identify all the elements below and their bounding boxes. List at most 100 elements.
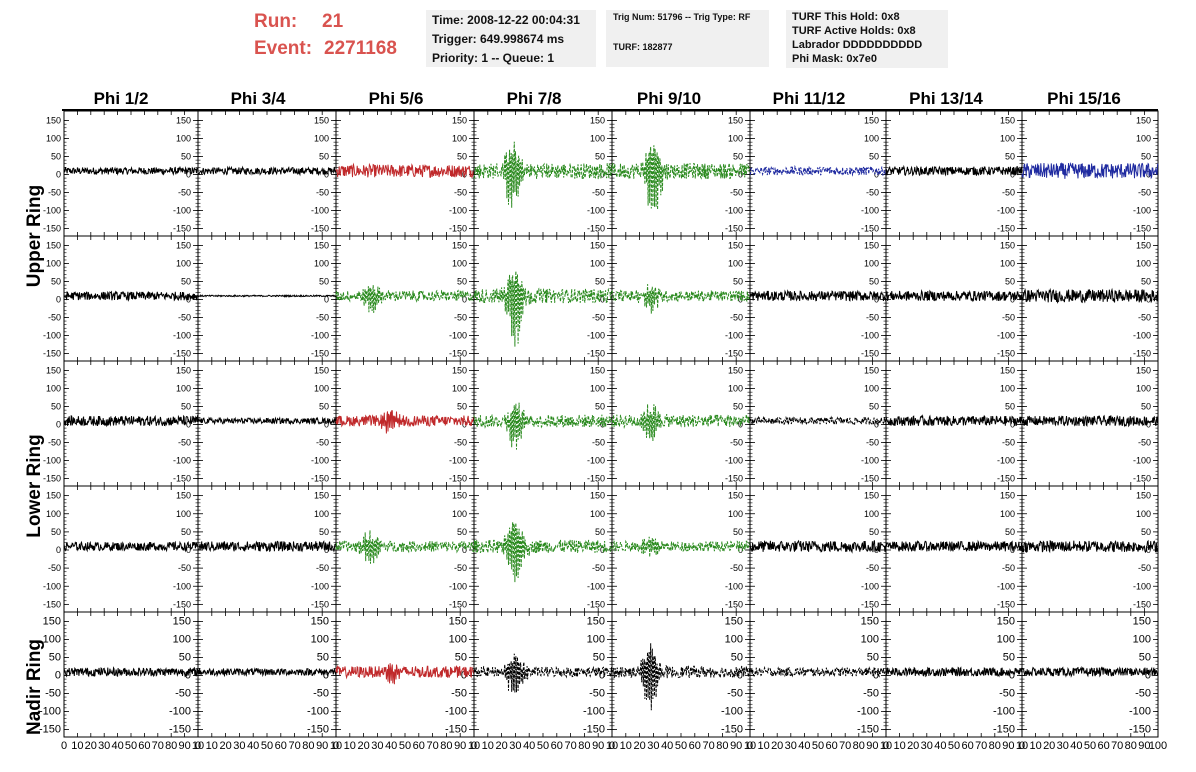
y-tick-label: 150 xyxy=(864,366,879,376)
y-tick-label: -50 xyxy=(1138,312,1151,322)
y-tick-label: 100 xyxy=(46,509,61,519)
y-tick-label: 100 xyxy=(864,134,879,144)
y-tick-label: 100 xyxy=(590,384,605,394)
y-tick-label: 50 xyxy=(595,527,605,537)
x-tick-label: 80 xyxy=(1125,740,1137,752)
y-tick-label: -50 xyxy=(454,563,467,573)
waveform-trace xyxy=(749,289,887,302)
y-tick-label: 100 xyxy=(590,259,605,269)
x-tick-label: 30 xyxy=(785,740,797,752)
y-tick-label: 50 xyxy=(181,152,191,162)
y-tick-label: -100 xyxy=(1133,330,1151,340)
x-tick-label: 10 xyxy=(1029,740,1041,752)
waveform-trace xyxy=(885,164,1023,177)
y-tick-label: -150 xyxy=(997,473,1015,483)
x-tick-label: 100 xyxy=(1149,740,1167,752)
y-tick-label: -50 xyxy=(48,563,61,573)
y-tick-label: 50 xyxy=(319,277,329,287)
y-tick-label: -100 xyxy=(1129,705,1151,717)
run-value: 21 xyxy=(322,11,344,32)
x-tick-label: 80 xyxy=(165,740,177,752)
y-tick-label: -100 xyxy=(861,581,879,591)
y-tick-label: 0 xyxy=(56,420,61,430)
y-tick-label: 150 xyxy=(864,491,879,501)
y-tick-label: -150 xyxy=(725,223,743,233)
y-tick-label: -100 xyxy=(173,581,191,591)
y-tick-label: -150 xyxy=(857,723,879,735)
y-tick-label: 50 xyxy=(869,277,879,287)
y-tick-label: -150 xyxy=(311,473,329,483)
y-tick-label: 150 xyxy=(449,616,467,628)
y-tick-label: 150 xyxy=(43,616,61,628)
waveform-trace xyxy=(885,539,1023,553)
x-tick-label: 90 xyxy=(1002,740,1014,752)
y-tick-label: 50 xyxy=(457,277,467,287)
panel-frame xyxy=(63,110,199,237)
x-tick-label: 20 xyxy=(907,740,919,752)
y-tick-label: 50 xyxy=(1139,652,1151,664)
waveform-trace xyxy=(197,293,337,298)
y-tick-label: -50 xyxy=(592,187,605,197)
y-tick-label: 0 xyxy=(599,670,605,682)
x-tick-label: 70 xyxy=(426,740,438,752)
y-tick-label: 0 xyxy=(324,295,329,305)
y-tick-label: -100 xyxy=(311,330,329,340)
y-tick-label: 50 xyxy=(1141,152,1151,162)
y-tick-label: 50 xyxy=(51,152,61,162)
phi-column-label-4: Phi 7/8 xyxy=(507,89,562,108)
y-tick-label: 0 xyxy=(738,545,743,555)
x-tick-label: 50 xyxy=(812,740,824,752)
y-tick-label: -50 xyxy=(1135,687,1151,699)
x-tick-label: 10 xyxy=(330,740,342,752)
waveform-trace xyxy=(63,540,199,553)
x-tick-label: 30 xyxy=(98,740,110,752)
y-tick-label: -150 xyxy=(173,599,191,609)
y-tick-label: 150 xyxy=(1136,366,1151,376)
y-tick-label: 50 xyxy=(319,402,329,412)
y-tick-label: 150 xyxy=(46,491,61,501)
waveform-trace xyxy=(1021,665,1159,678)
y-tick-label: 150 xyxy=(590,491,605,501)
y-tick-label: 50 xyxy=(733,277,743,287)
y-tick-label: -50 xyxy=(730,312,743,322)
y-tick-label: -100 xyxy=(587,455,605,465)
y-tick-label: -150 xyxy=(173,348,191,358)
y-tick-label: -50 xyxy=(727,687,743,699)
y-tick-label: -100 xyxy=(997,330,1015,340)
turf-text: TURF: 182877 xyxy=(613,42,673,52)
y-tick-label: 0 xyxy=(56,545,61,555)
y-tick-label: 0 xyxy=(1146,545,1151,555)
y-tick-label: 50 xyxy=(595,152,605,162)
y-tick-label: 0 xyxy=(874,170,879,180)
turf-active-text: TURF Active Holds: 0x8 xyxy=(792,25,916,37)
turf-info-box: TURF This Hold: 0x8 TURF Active Holds: 0… xyxy=(786,10,948,68)
x-tick-label: 60 xyxy=(961,740,973,752)
y-tick-label: -150 xyxy=(861,348,879,358)
y-tick-label: -100 xyxy=(725,330,743,340)
y-tick-label: -100 xyxy=(725,455,743,465)
y-tick-label: 100 xyxy=(1136,134,1151,144)
phi-column-label-5: Phi 9/10 xyxy=(637,89,701,108)
y-tick-label: -150 xyxy=(997,223,1015,233)
x-tick-label: 10 xyxy=(620,740,632,752)
waveform-trace xyxy=(611,145,751,210)
y-tick-label: -100 xyxy=(721,705,743,717)
y-tick-label: -150 xyxy=(587,599,605,609)
x-tick-label: 0 xyxy=(471,740,477,752)
x-tick-label: 40 xyxy=(523,740,535,752)
y-tick-label: -100 xyxy=(39,705,61,717)
x-tick-label: 10 xyxy=(192,740,204,752)
x-tick-label: 50 xyxy=(948,740,960,752)
x-tick-label: 70 xyxy=(702,740,714,752)
y-tick-label: 0 xyxy=(461,670,467,682)
waveform-trace xyxy=(473,141,613,208)
x-tick-label: 60 xyxy=(825,740,837,752)
x-tick-label: 30 xyxy=(509,740,521,752)
waveform-trace xyxy=(1021,414,1159,428)
y-tick-label: 50 xyxy=(867,652,879,664)
waveform-trace xyxy=(473,402,613,450)
y-tick-label: 0 xyxy=(186,545,191,555)
y-tick-label: 150 xyxy=(176,116,191,126)
y-tick-label: -50 xyxy=(730,187,743,197)
y-tick-label: 100 xyxy=(725,634,743,646)
